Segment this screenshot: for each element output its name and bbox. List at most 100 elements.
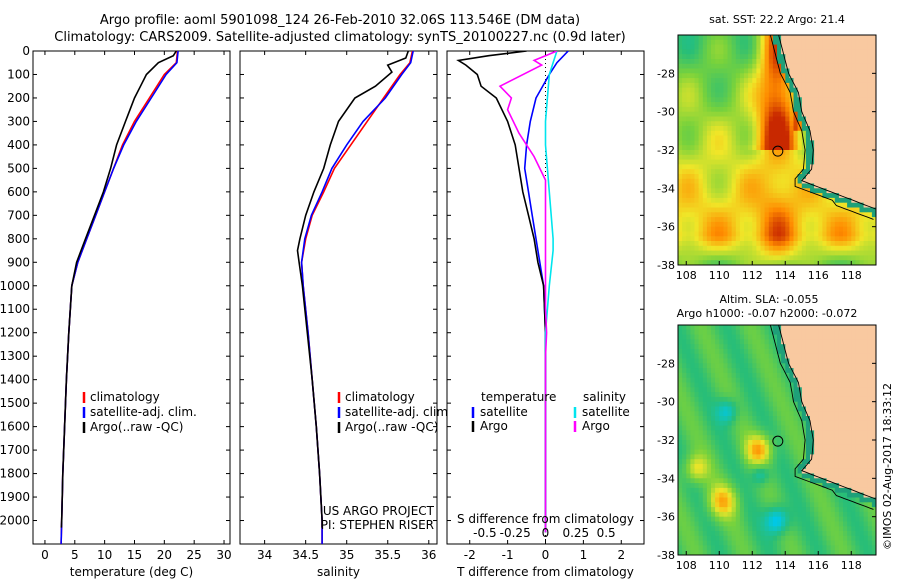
map-cell (678, 154, 683, 160)
map-cell (719, 487, 724, 494)
map-cell (723, 464, 728, 470)
map-cell (686, 241, 691, 247)
map-cell (777, 145, 782, 151)
map-cell (801, 59, 807, 65)
map-cell (785, 63, 790, 69)
map-cell (678, 231, 683, 237)
map-cell (678, 102, 683, 108)
map-cell (814, 44, 819, 50)
map-cell (826, 174, 831, 180)
map-cell (851, 217, 856, 223)
map-cell (682, 169, 687, 175)
map-cell (748, 411, 753, 417)
map-cell (715, 150, 720, 156)
map-cell (772, 502, 778, 508)
map-cell (698, 193, 704, 199)
map-cell (748, 511, 753, 518)
map-cell (694, 406, 699, 412)
map-cell (744, 39, 749, 45)
map-cell (843, 150, 848, 156)
map-cell (830, 226, 836, 232)
map-cell (711, 349, 716, 355)
map-cell (830, 425, 836, 431)
map-cell (698, 197, 704, 204)
map-cell (793, 420, 798, 426)
map-cell (682, 502, 687, 508)
map-cell (711, 164, 716, 170)
map-cell (826, 221, 831, 228)
map-cell (867, 255, 873, 261)
map-cell (818, 111, 823, 117)
map-cell (706, 121, 712, 127)
map-cell (838, 212, 844, 218)
map-cell (777, 111, 782, 117)
map-cell (826, 183, 831, 189)
map-cell (851, 236, 856, 242)
map-cell (805, 169, 811, 175)
map-cell (818, 540, 823, 546)
map-cell (706, 111, 712, 117)
map-cell (682, 202, 687, 208)
map-cell (678, 492, 683, 498)
x-tick-label: 36 (421, 548, 436, 562)
map-cell (785, 372, 790, 379)
map-cell (818, 334, 823, 340)
map-cell (793, 97, 798, 103)
map-cell (764, 425, 770, 431)
map-cell (851, 111, 856, 117)
map-cell (682, 358, 687, 364)
map-cell (706, 241, 712, 247)
map-cell (859, 507, 864, 513)
map-cell (834, 221, 840, 228)
map-cell (760, 416, 765, 422)
map-cell (739, 440, 745, 446)
map-cell (822, 78, 827, 84)
map-cell (863, 59, 869, 65)
map-cell (764, 188, 770, 194)
map-cell (826, 353, 831, 359)
map-cell (735, 540, 741, 546)
map-cell (797, 435, 803, 441)
map-cell (682, 78, 687, 84)
map-cell (702, 502, 708, 508)
map-cell (760, 425, 765, 431)
map-cell (698, 363, 704, 369)
map-cell (715, 111, 720, 117)
map-cell (752, 550, 757, 555)
map-cell (805, 387, 811, 393)
map-cell (690, 231, 695, 237)
map-cell (768, 154, 774, 160)
map-cell (735, 178, 741, 184)
map-cell (801, 202, 807, 208)
map-cell (690, 150, 695, 156)
map-cell (686, 339, 691, 345)
map-cell (694, 396, 699, 403)
map-cell (847, 197, 852, 204)
map-cell (810, 473, 815, 479)
map-cell (768, 188, 774, 194)
map-cell (801, 511, 807, 518)
map-cell (871, 145, 876, 151)
map-cell (818, 411, 823, 417)
map-cell (855, 339, 860, 345)
map-cell (744, 531, 749, 537)
map-cell (756, 468, 761, 474)
map-cell (760, 392, 765, 398)
map-cell (731, 339, 737, 345)
map-cell (826, 454, 831, 460)
map-cell (702, 511, 708, 518)
map-cell (789, 250, 794, 256)
map-cell (781, 178, 786, 184)
map-cell (826, 416, 831, 422)
map-cell (764, 535, 770, 541)
map-cell (859, 63, 864, 69)
map-cell (855, 92, 860, 98)
map-cell (810, 92, 815, 98)
map-cell (801, 226, 807, 232)
map-cell (777, 464, 782, 470)
map-cell (830, 241, 836, 247)
map-cell (702, 197, 708, 204)
map-cell (871, 255, 876, 261)
map-cell (682, 473, 687, 479)
map-cell (772, 507, 778, 513)
